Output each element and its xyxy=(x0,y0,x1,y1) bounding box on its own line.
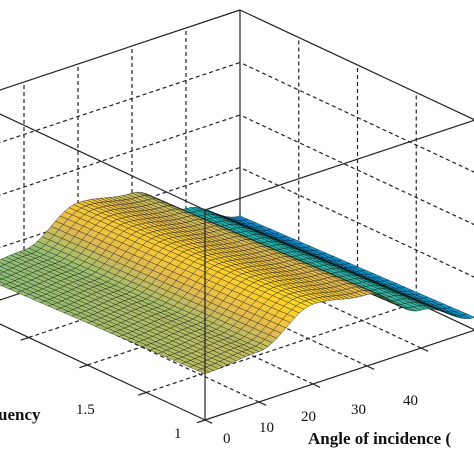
x-tick-label-2: 20 xyxy=(301,409,316,425)
x-tick-label-3: 30 xyxy=(351,402,366,418)
grid-line xyxy=(0,61,241,144)
x-tick-mark xyxy=(366,365,375,370)
grid-line xyxy=(0,114,241,196)
x-tick-label-4: 40 xyxy=(403,393,418,409)
grid-line xyxy=(239,61,474,173)
x-tick-mark xyxy=(204,419,213,424)
y-tick-mark xyxy=(20,336,29,341)
box-edge xyxy=(0,9,241,91)
x-tick-label-1: 10 xyxy=(259,420,274,436)
y-tick-label-0: 1 xyxy=(174,426,182,442)
x-tick-label-0: 0 xyxy=(223,431,231,447)
tick-marks xyxy=(20,336,429,424)
y-axis-label: uency xyxy=(0,405,41,424)
x-tick-mark xyxy=(312,383,321,388)
box-edge xyxy=(204,329,474,421)
y-tick-label-1: 1.5 xyxy=(76,402,95,418)
y-tick-mark xyxy=(196,419,206,424)
y-tick-mark xyxy=(137,391,147,396)
x-tick-mark xyxy=(258,401,267,406)
grid-line xyxy=(146,301,417,394)
box-edge xyxy=(239,9,474,121)
grid-line xyxy=(239,166,474,278)
box-edge xyxy=(204,119,474,211)
box-edge xyxy=(0,113,206,211)
x-tick-mark xyxy=(420,347,429,352)
y-tick-mark xyxy=(79,364,88,369)
x-axis-label: Angle of incidence ( xyxy=(308,429,451,448)
surface-mesh xyxy=(0,191,474,374)
grid-line xyxy=(239,114,474,226)
